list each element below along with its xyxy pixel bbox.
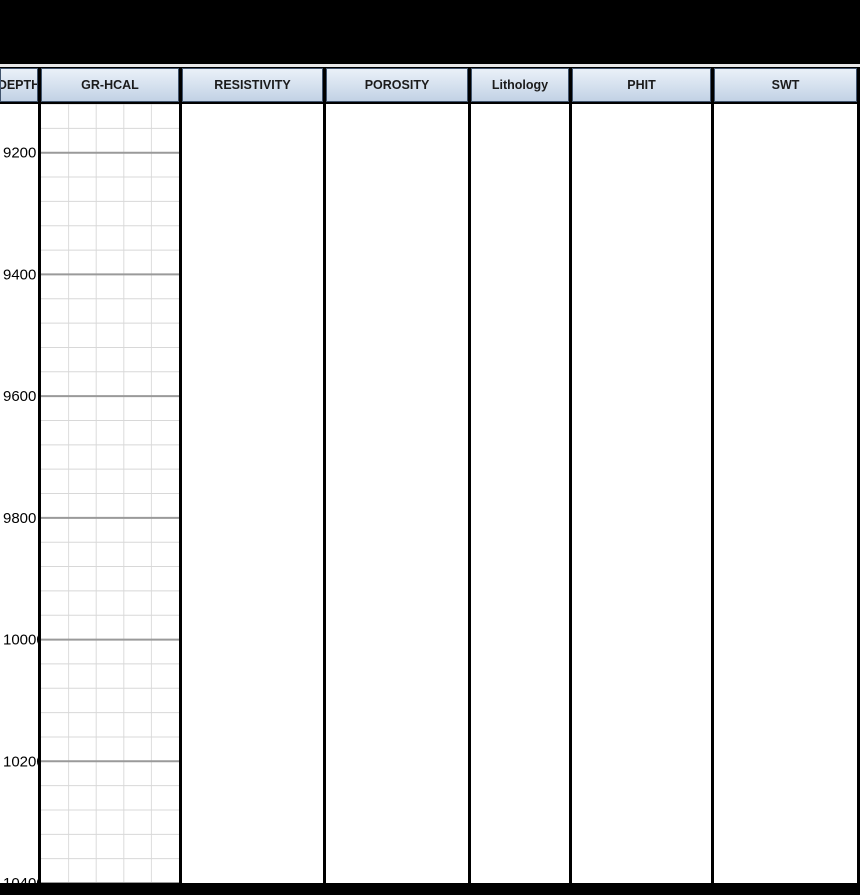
separator-line	[0, 64, 860, 67]
resistivity-track	[182, 104, 323, 883]
lithology-track	[471, 104, 569, 883]
header-porosity: POROSITY	[326, 68, 468, 102]
header-phit-label: PHIT	[627, 78, 656, 92]
header-gr-hcal: GR-HCAL	[41, 68, 179, 102]
header-depth: DEPTH	[0, 68, 38, 102]
header-swt: SWT	[714, 68, 857, 102]
depth-plot: 9200 9400 9600 9800 10000 10200 10400	[3, 145, 38, 883]
gr-hcal-track	[41, 104, 179, 883]
header-lithology-label: Lithology	[491, 78, 549, 92]
swt-track	[714, 104, 857, 883]
phit-track	[572, 104, 711, 883]
header-depth-label: DEPTH	[1, 78, 38, 92]
svg-text:9400: 9400	[3, 266, 36, 283]
svg-text:10200: 10200	[3, 753, 38, 770]
header-lithology: Lithology	[471, 68, 569, 102]
gr-hcal-plot	[41, 104, 179, 883]
top-black-band	[0, 0, 860, 64]
svg-text:9200: 9200	[3, 145, 36, 162]
depth-track: 9200 9400 9600 9800 10000 10200 10400	[0, 104, 38, 883]
header-porosity-label: POROSITY	[364, 78, 430, 92]
porosity-track	[326, 104, 468, 883]
track-header-row: DEPTH GR-HCAL RESISTIVITY POROSITY Litho…	[0, 67, 860, 102]
header-swt-label: SWT	[771, 78, 800, 92]
svg-text:10000: 10000	[3, 632, 38, 649]
svg-text:9600: 9600	[3, 388, 36, 405]
header-resistivity-label: RESISTIVITY	[214, 78, 291, 92]
header-gr-hcal-label: GR-HCAL	[81, 78, 139, 92]
header-phit: PHIT	[572, 68, 711, 102]
header-resistivity: RESISTIVITY	[182, 68, 323, 102]
svg-text:9800: 9800	[3, 510, 36, 527]
log-tracks: 9200 9400 9600 9800 10000 10200 10400	[0, 104, 860, 883]
svg-text:10400: 10400	[3, 875, 38, 883]
